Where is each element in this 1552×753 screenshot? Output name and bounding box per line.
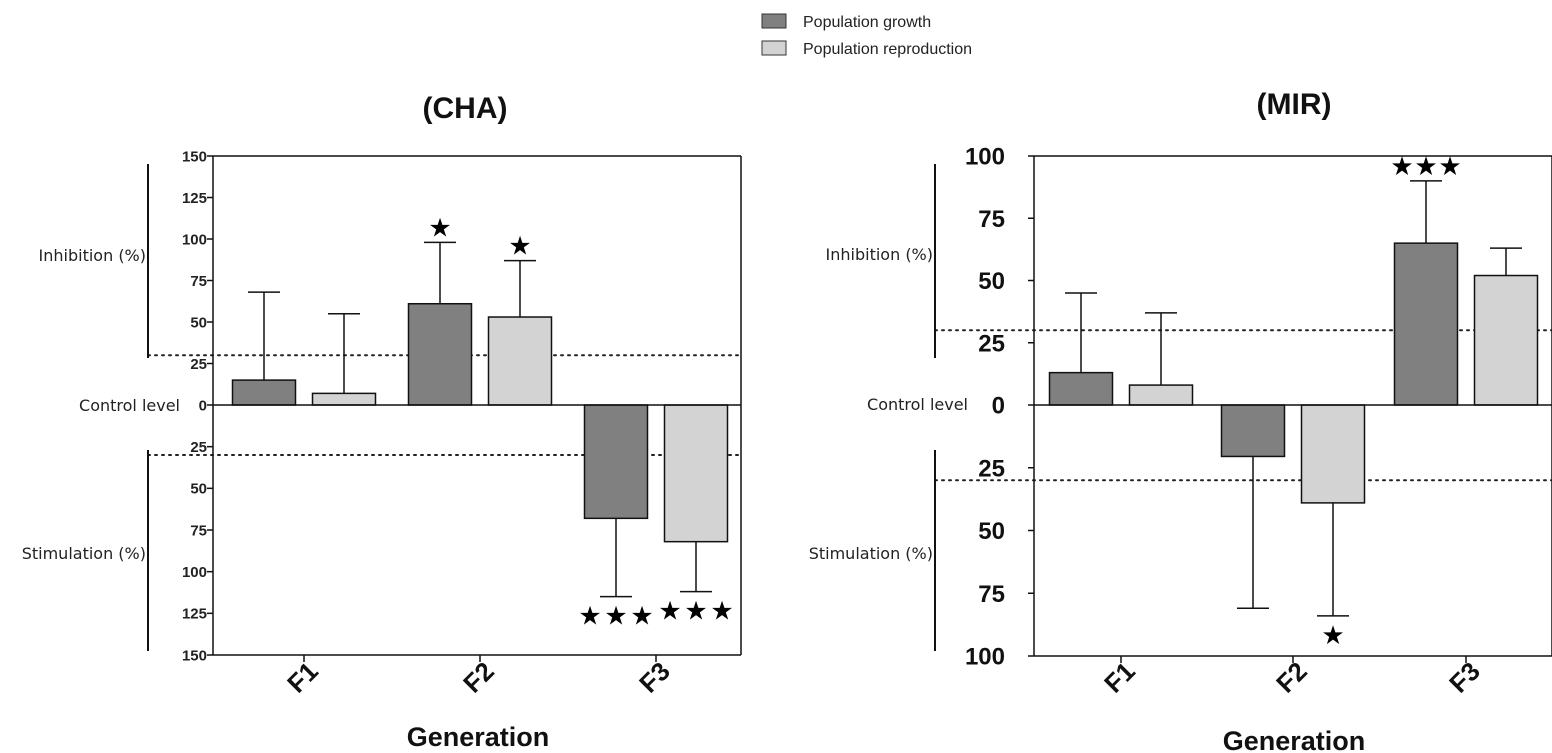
y-tick-label: 100 [965,144,1005,171]
significance-star: ★ [578,602,601,632]
x-tick-label-f2: F2 [457,656,500,699]
x-tick-label-f1: F1 [281,656,324,699]
y-tick-label: 150 [182,647,207,664]
y-tick-label: 50 [190,481,207,498]
legend-label-2: Population reproduction [803,41,972,58]
significance-star: ★ [630,602,653,632]
legend-label-1: Population growth [803,14,931,31]
y-tick-label: 75 [978,581,1005,608]
x-tick-label-f3: F3 [633,656,676,699]
cha-chart: (CHA)★★ ★ ★★★ ★ ★150125100755025025507510012… [22,92,741,752]
stimulation-label: Stimulation (%) [809,544,933,563]
y-tick-label: 125 [182,190,207,207]
y-tick-label: 75 [190,522,207,539]
bar-population-reproduction-f3 [1475,276,1538,405]
bar-population-growth-f2 [409,304,472,405]
significance-star: ★ [604,602,627,632]
significance-star: ★ [658,597,681,627]
x-axis-label: Generation [1223,726,1366,753]
y-tick-label: 25 [978,330,1005,357]
y-tick-label: 50 [978,268,1005,295]
significance-star: ★ [508,232,531,262]
control-level-label: Control level [79,396,180,415]
bar-population-growth-f3 [1395,243,1458,405]
chart-title: (MIR) [1257,88,1332,121]
inhibition-label: Inhibition (%) [39,246,146,265]
y-tick-label: 100 [182,231,207,248]
y-tick-label: 100 [182,564,207,581]
bar-population-reproduction-f1 [313,393,376,405]
x-tick-label-f3: F3 [1443,656,1486,699]
y-tick-label: 75 [190,273,207,290]
y-tick-label: 25 [978,455,1005,482]
bar-population-growth-f2 [1222,405,1285,456]
bar-population-growth-f1 [1050,373,1113,405]
y-tick-label: 150 [182,148,207,165]
bar-population-reproduction-f2 [489,317,552,405]
significance-star: ★ [1321,621,1344,651]
y-tick-label: 125 [182,606,207,623]
legend-swatch-2 [762,41,786,55]
y-tick-label: 25 [190,356,207,373]
y-tick-label: 50 [190,314,207,331]
x-axis-label: Generation [407,722,550,752]
y-tick-label: 100 [965,644,1005,671]
y-tick-label: 25 [190,439,207,456]
bar-population-reproduction-f3 [665,405,728,542]
x-tick-label-f1: F1 [1098,656,1141,699]
significance-star: ★ [684,597,707,627]
significance-star: ★ [428,213,451,243]
stimulation-label: Stimulation (%) [22,544,146,563]
bar-population-reproduction-f1 [1130,385,1193,405]
bar-population-growth-f1 [233,380,296,405]
legend: Population growth Population reproduction [762,14,972,58]
bar-population-growth-f3 [585,405,648,518]
control-level-label: Control level [867,395,968,414]
bar-population-reproduction-f2 [1302,405,1365,503]
y-tick-label: 50 [978,518,1005,545]
x-tick-label-f2: F2 [1270,656,1313,699]
significance-star: ★ [710,597,733,627]
inhibition-label: Inhibition (%) [826,245,933,264]
y-tick-label: 0 [199,397,207,414]
chart-title: (CHA) [423,92,508,125]
legend-swatch-1 [762,14,786,28]
y-tick-label: 75 [978,206,1005,233]
y-tick-label: 0 [992,393,1005,420]
